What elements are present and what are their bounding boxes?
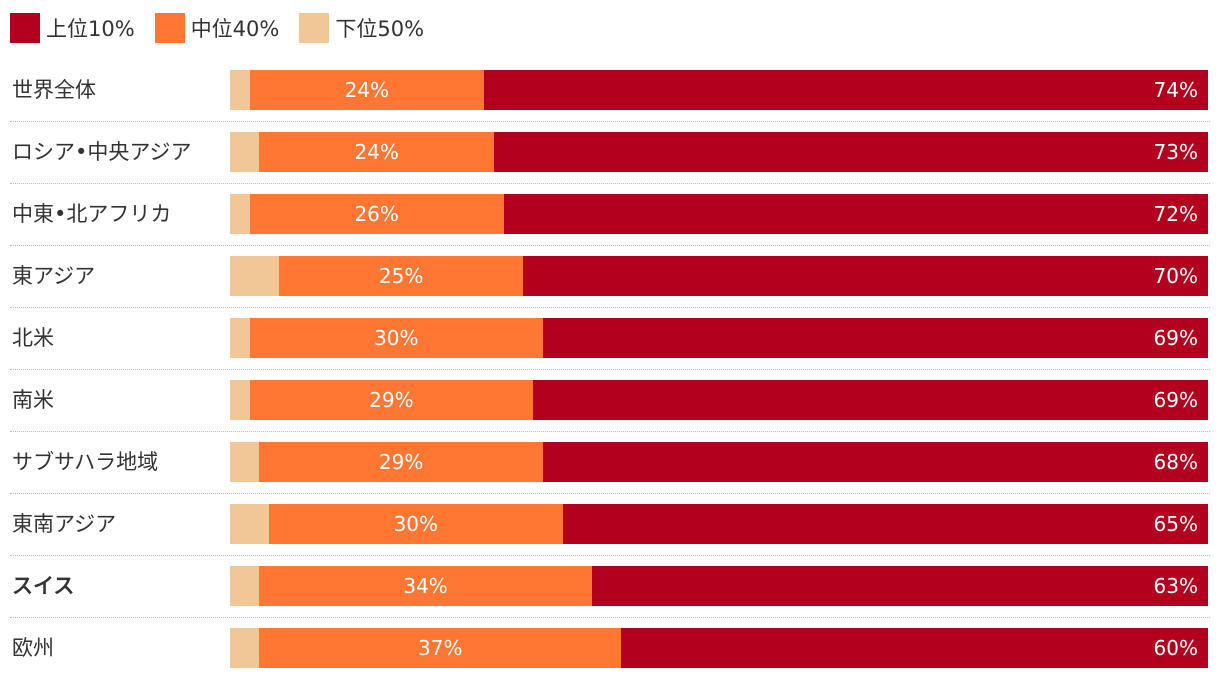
bar-segment	[278, 256, 524, 296]
bar-segment	[230, 194, 250, 234]
data-label: 69%	[1153, 388, 1198, 412]
data-label: 29%	[378, 450, 424, 474]
data-label: 74%	[1153, 78, 1198, 102]
legend-item: 上位10%	[10, 13, 135, 43]
bar-segment	[503, 194, 1208, 234]
bar-segment	[230, 318, 250, 358]
bar-segment	[249, 70, 485, 110]
bar-segment	[259, 566, 592, 606]
bar-segment	[259, 628, 622, 668]
category-label: ロシア•中央アジア	[12, 140, 192, 164]
bar-segment	[230, 256, 279, 296]
row-divider	[10, 307, 1210, 308]
category-label: サブサハラ地域	[12, 450, 159, 474]
data-label: 24%	[344, 78, 390, 102]
data-label: 26%	[354, 202, 399, 226]
bar-segment	[230, 442, 260, 482]
bar-segment	[249, 318, 543, 358]
row-divider	[10, 121, 1210, 122]
bar-segment	[494, 132, 1208, 172]
legend-swatch	[10, 13, 40, 43]
data-label: 60%	[1153, 636, 1198, 660]
legend-label: 下位50%	[335, 17, 425, 41]
legend-item: 下位50%	[299, 13, 424, 43]
row-divider	[10, 431, 1210, 432]
bar-segment	[269, 504, 563, 544]
row-divider	[10, 183, 1210, 184]
category-label: 世界全体	[12, 78, 96, 102]
bar-segment	[230, 566, 260, 606]
bar-segment	[523, 256, 1208, 296]
row-divider	[10, 369, 1210, 370]
bar-segment	[542, 442, 1208, 482]
bar-segment	[591, 566, 1208, 606]
category-label: 中東•北アフリカ	[12, 202, 172, 226]
category-label: 北米	[12, 326, 54, 350]
legend: 上位10% 中位40% 下位50%	[10, 12, 444, 44]
bar-segment	[259, 132, 495, 172]
bar-segment	[484, 70, 1208, 110]
bar-segment	[230, 70, 250, 110]
legend-swatch	[299, 13, 330, 43]
data-label: 68%	[1153, 450, 1198, 474]
data-label: 34%	[403, 574, 448, 598]
bar-segment	[259, 442, 543, 482]
category-label: スイス	[12, 574, 75, 598]
bar-segment	[249, 194, 504, 234]
data-label: 69%	[1153, 326, 1198, 350]
row-divider	[10, 493, 1210, 494]
data-label: 65%	[1153, 512, 1198, 536]
data-label: 24%	[354, 140, 399, 164]
legend-label: 上位10%	[46, 17, 135, 41]
data-label: 63%	[1153, 574, 1198, 598]
bar-segment	[621, 628, 1208, 668]
bar-segment	[249, 380, 534, 420]
data-label: 70%	[1153, 264, 1198, 288]
bar-segment	[230, 132, 260, 172]
data-label: 30%	[374, 326, 419, 350]
legend-swatch	[154, 13, 185, 43]
row-divider	[10, 245, 1210, 246]
bar-segment	[230, 504, 270, 544]
category-label: 南米	[12, 388, 54, 412]
data-label: 73%	[1153, 140, 1198, 164]
data-label: 72%	[1153, 202, 1198, 226]
row-divider	[10, 617, 1210, 618]
data-label: 30%	[393, 512, 439, 536]
row-divider	[10, 555, 1210, 556]
legend-label: 中位40%	[190, 17, 280, 41]
category-label: 欧州	[12, 636, 54, 660]
bar-segment	[230, 628, 260, 668]
bar-segment	[542, 318, 1208, 358]
bar-segment	[230, 380, 250, 420]
bar-segment	[533, 380, 1208, 420]
category-label: 東アジア	[12, 264, 96, 288]
data-label: 37%	[418, 636, 463, 660]
data-label: 29%	[369, 388, 414, 412]
bar-segment	[562, 504, 1208, 544]
category-label: 東南アジア	[12, 512, 117, 536]
legend-item: 中位40%	[154, 13, 280, 43]
data-label: 25%	[378, 264, 424, 288]
